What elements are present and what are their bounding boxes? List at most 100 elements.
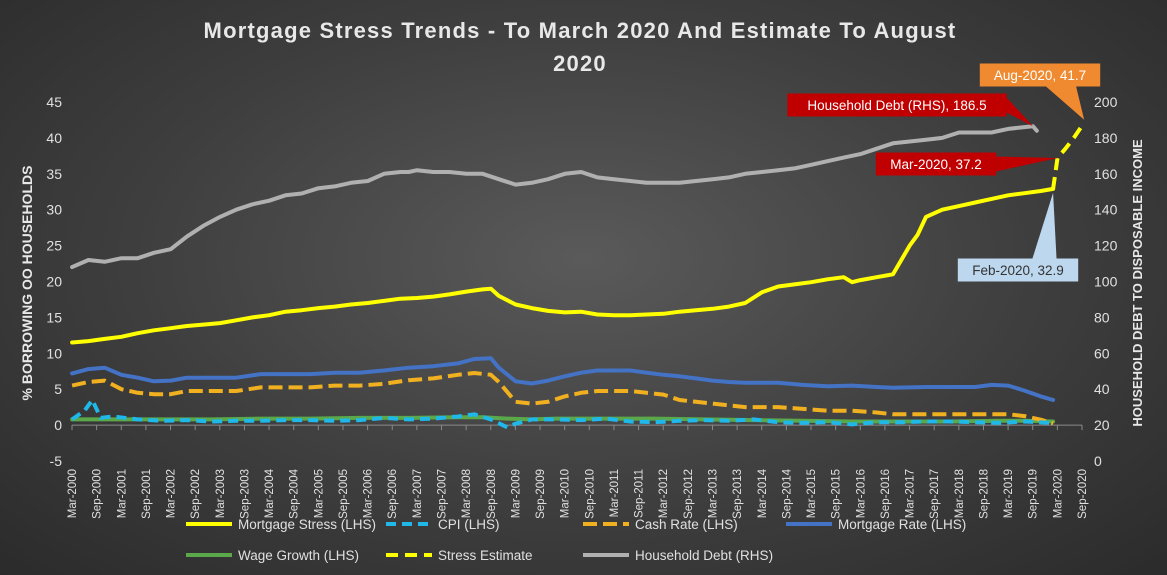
x-tick-label: Mar-2006	[363, 469, 375, 518]
y-tick-left-label: -5	[50, 453, 63, 469]
x-tick-label: Mar-2007	[412, 469, 424, 518]
callout-pointer	[1046, 86, 1085, 120]
legend-label-household-debt-rhs: Household Debt (RHS)	[635, 548, 773, 563]
x-tick-label: Sep-2014	[781, 468, 793, 518]
x-tick-label: Mar-2002	[166, 469, 178, 518]
callout-label: Mar-2020, 37.2	[890, 157, 982, 172]
legend: Mortgage Stress (LHS) CPI (LHS) Cash Rate …	[186, 517, 966, 563]
callout-box	[957, 258, 1079, 282]
data-callouts: Aug-2020, 41.7 Household Debt (RHS), 186.…	[787, 63, 1101, 282]
x-tick-label: Sep-2009	[535, 469, 547, 519]
y-tick-left-label: 30	[46, 202, 62, 218]
x-tick-label: Mar-2000	[67, 469, 79, 518]
x-tick-label: Mar-2016	[855, 469, 867, 518]
series-lines	[70, 124, 1084, 430]
y-tick-right-label: 60	[1094, 345, 1110, 361]
x-tick-label: Sep-2003	[239, 469, 251, 519]
x-tick-label: Sep-2000	[92, 469, 104, 519]
legend-label-mortgage-rate-lhs: Mortgage Rate (LHS)	[838, 517, 966, 532]
y-tick-left-label: 35	[46, 166, 62, 182]
y-tick-left-label: 10	[46, 345, 62, 361]
x-tick-label: Mar-2003	[215, 469, 227, 518]
series-line-cash-rate-lhs	[71, 371, 1054, 426]
x-tick-label: Mar-2019	[1003, 469, 1015, 518]
x-tick-label: Mar-2004	[264, 468, 276, 518]
y-tick-left-label: 40	[46, 130, 62, 146]
x-tick-label: Mar-2015	[806, 469, 818, 518]
y-axis-left-ticks: -5 0 5 10 15 20 25 30 35 40 45	[46, 94, 62, 469]
callout-label: Feb-2020, 32.9	[972, 263, 1064, 278]
callout-pointer	[1032, 192, 1057, 259]
series-line-mortgage-rate-lhs	[70, 356, 1056, 402]
x-tick-label: Mar-2011	[609, 469, 621, 517]
y-tick-right-label: 0	[1094, 453, 1102, 469]
x-tick-label: Sep-2001	[141, 469, 153, 519]
x-tick-label: Mar-2020	[1052, 469, 1064, 518]
x-tick-label: Sep-2008	[486, 469, 498, 519]
legend-label-wage-growth-lhs: Wage Growth (LHS)	[238, 548, 359, 563]
y-tick-right-label: 140	[1094, 202, 1118, 218]
legend-label-mortgage-stress-lhs: Mortgage Stress (LHS)	[238, 517, 376, 532]
y-tick-left-label: 15	[46, 309, 62, 325]
y-tick-left-label: 0	[54, 417, 62, 433]
y-tick-right-label: 100	[1094, 274, 1118, 290]
callout-label: Aug-2020, 41.7	[994, 68, 1086, 83]
x-tick-label: Mar-2010	[560, 469, 572, 518]
legend-label-stress-estimate: Stress Estimate	[438, 548, 533, 563]
y-tick-right-label: 120	[1094, 238, 1118, 254]
x-tick-label: Mar-2001	[116, 469, 128, 518]
x-tick-label: Mar-2012	[658, 469, 670, 518]
x-tick-label: Mar-2018	[954, 469, 966, 518]
chart-title: Mortgage Stress Trends - To March 2020 A…	[204, 18, 957, 76]
x-tick-label: Mar-2013	[707, 469, 719, 518]
y-tick-right-label: 20	[1094, 417, 1110, 433]
x-tick-label: Sep-2020	[1077, 469, 1089, 519]
series-line-stress-estimate	[1051, 124, 1084, 190]
x-tick-label: Sep-2018	[978, 469, 990, 519]
y-axis-left-label: % BORROWING OO HOUSEHOLDS	[19, 166, 35, 401]
x-tick-label: Sep-2002	[190, 469, 202, 519]
chart-title-line-1: Mortgage Stress Trends - To March 2020 A…	[204, 18, 957, 43]
y-tick-left-label: 5	[54, 381, 62, 397]
y-tick-right-label: 40	[1094, 381, 1110, 397]
x-tick-label: Mar-2017	[905, 469, 917, 518]
x-tick-label: Sep-2012	[683, 469, 695, 519]
callout-box	[787, 93, 1007, 117]
x-tick-label: Sep-2005	[338, 469, 350, 519]
x-tick-label: Sep-2011	[634, 469, 646, 518]
y-tick-right-label: 180	[1094, 130, 1118, 146]
callout-box	[979, 63, 1101, 87]
x-tick-label: Sep-2010	[584, 469, 596, 519]
x-tick-label: Sep-2019	[1028, 469, 1040, 519]
x-tick-label: Mar-2005	[313, 469, 325, 518]
series-line-cpi-lhs	[70, 398, 1054, 430]
y-axis-right-ticks: 0 20 40 60 80 100 120 140 160 180 200	[1094, 94, 1118, 469]
x-tick-label: Sep-2004	[289, 468, 301, 518]
y-axis-right-label: HOUSEHOLD DEBT TO DISPOSABLE INCOME	[1130, 139, 1145, 427]
x-axis-ticks: Mar-2000 Sep-2000 Mar-2001 Sep-2001 Mar-2002…	[67, 424, 1089, 519]
chart-title-line-2: 2020	[553, 51, 607, 76]
x-tick-label: Mar-2009	[510, 469, 522, 518]
series-line-mortgage-stress-lhs	[70, 186, 1056, 345]
x-tick-label: Sep-2013	[732, 469, 744, 519]
x-tick-label: Sep-2016	[880, 469, 892, 519]
x-tick-label: Mar-2014	[757, 468, 769, 518]
y-tick-left-label: 45	[46, 94, 62, 110]
x-tick-label: Sep-2017	[929, 469, 941, 519]
x-tick-label: Mar-2008	[461, 469, 473, 518]
y-tick-left-label: 25	[46, 238, 62, 254]
x-tick-label: Sep-2007	[437, 469, 449, 519]
y-tick-right-label: 160	[1094, 166, 1118, 182]
y-tick-left-label: 20	[46, 274, 62, 290]
y-tick-right-label: 80	[1094, 309, 1110, 325]
legend-label-cash-rate-lhs: Cash Rate (LHS)	[635, 517, 738, 532]
x-tick-label: Sep-2015	[831, 469, 843, 519]
series-line-household-debt-rhs	[70, 124, 1039, 270]
y-tick-right-label: 200	[1094, 94, 1118, 110]
callout-box	[875, 152, 997, 176]
callout-pointer	[1006, 97, 1033, 127]
callout-label: Household Debt (RHS), 186.5	[807, 98, 986, 113]
legend-label-cpi-lhs: CPI (LHS)	[438, 517, 500, 532]
callout-pointer	[996, 156, 1058, 172]
